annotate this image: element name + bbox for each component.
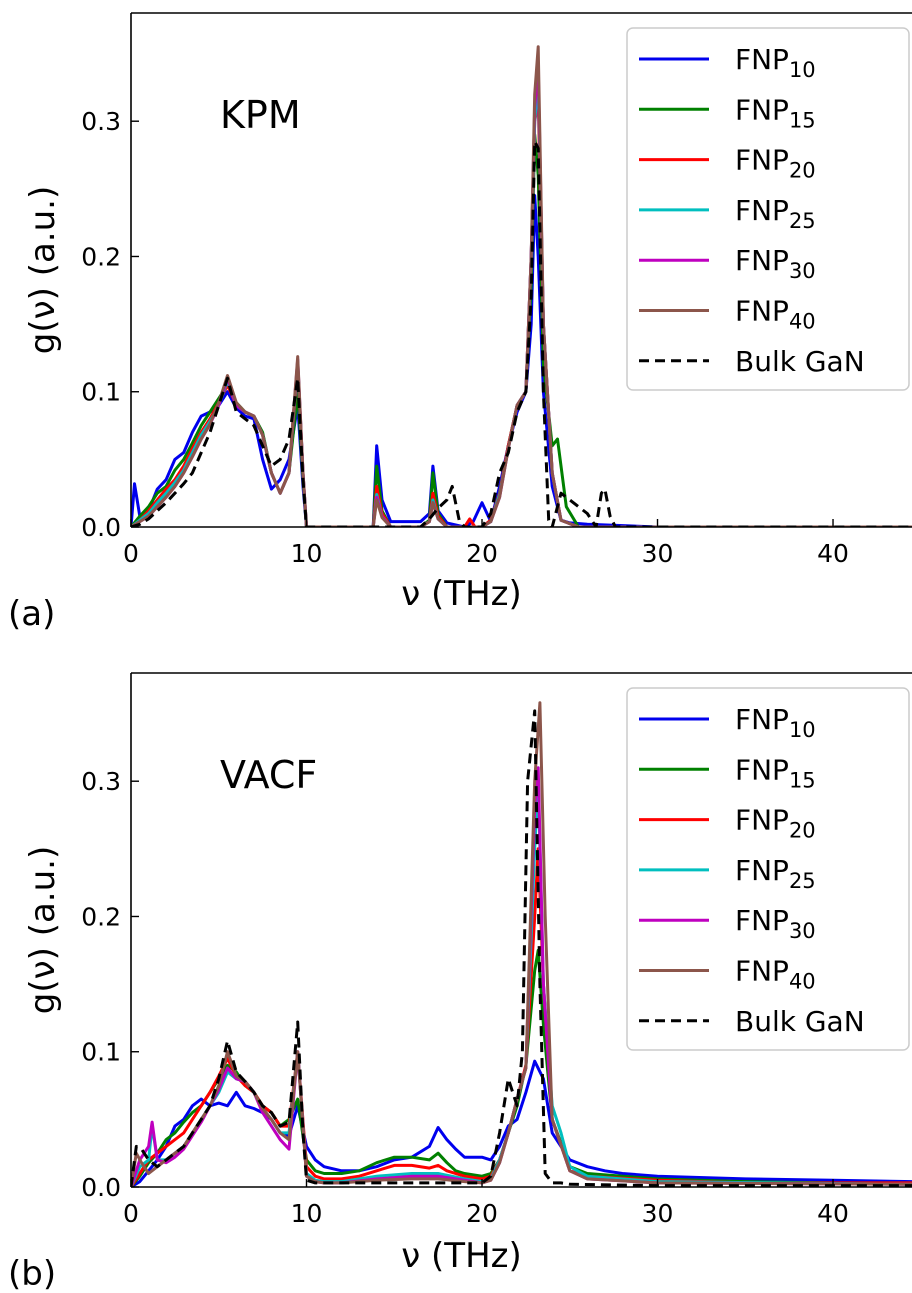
legend-label: FNP10 (735, 703, 816, 742)
series-line-bulk-gan (131, 709, 912, 1187)
legend-label: FNP40 (735, 955, 816, 994)
x-axis-title: ν (THz) (401, 574, 522, 614)
x-tick-label: 20 (466, 1199, 498, 1228)
y-tick-label: 0.0 (81, 1173, 121, 1202)
panel-tag: (a) (8, 594, 55, 634)
legend-label: FNP25 (735, 854, 816, 893)
x-tick-label: 30 (642, 539, 674, 568)
x-tick-label: 40 (817, 539, 849, 568)
panel-a: 0 10 20 30 40 0.0 0.1 0.2 0.3 ν (THz) g(ν) (a.u.) (… (8, 12, 912, 634)
y-axis-title: g(ν) (a.u.) (23, 186, 63, 354)
method-label: VACF (220, 753, 317, 797)
x-tick-label: 10 (291, 539, 323, 568)
y-tick-label: 0.2 (81, 242, 121, 271)
x-tick-label: 20 (466, 539, 498, 568)
legend-label: FNP20 (735, 804, 816, 843)
y-axis-title: g(ν) (a.u.) (23, 846, 63, 1014)
y-tick-label: 0.3 (81, 767, 121, 796)
plot-area (131, 45, 912, 527)
x-tick-label: 10 (291, 1199, 323, 1228)
y-tick-label: 0.1 (81, 1038, 121, 1067)
legend-frame (626, 27, 910, 391)
panel-b: 0 10 20 30 40 0.0 0.1 0.2 0.3 ν (THz) g(ν) (a.u.) (… (8, 672, 912, 1293)
y-tick-label: 0.0 (81, 513, 121, 542)
legend-label: FNP15 (735, 753, 816, 792)
x-tick-label: 0 (123, 539, 139, 568)
x-tick-label: 40 (817, 1199, 849, 1228)
legend-label: Bulk GaN (735, 1005, 865, 1038)
y-tick-label: 0.3 (81, 107, 121, 136)
x-axis-title: ν (THz) (401, 1236, 522, 1276)
legend-label: FNP20 (735, 144, 816, 183)
legend-label: FNP30 (735, 904, 816, 943)
x-tick-label: 0 (123, 1199, 139, 1228)
x-tick-label: 30 (642, 1199, 674, 1228)
y-tick-label: 0.1 (81, 378, 121, 407)
series-line-10 (131, 1059, 912, 1187)
legend-label: FNP15 (735, 93, 816, 132)
y-tick-label: 0.2 (81, 902, 121, 931)
method-label: KPM (220, 93, 301, 137)
legend: FNP10 FNP15 FNP20 FNP25 FNP30 FNP40 Bulk GaN (626, 27, 910, 391)
legend: FNP10 FNP15 FNP20 FNP25 FNP30 FNP40 Bulk GaN (626, 687, 910, 1051)
panel-tag: (b) (8, 1254, 56, 1293)
series-line-bulk-gan (131, 140, 912, 527)
legend-label: FNP10 (735, 43, 816, 82)
plot-area (131, 701, 912, 1187)
legend-label: Bulk GaN (735, 345, 865, 378)
legend-frame (626, 687, 910, 1051)
legend-label: FNP30 (735, 244, 816, 283)
legend-label: FNP40 (735, 295, 816, 334)
legend-label: FNP25 (735, 194, 816, 233)
